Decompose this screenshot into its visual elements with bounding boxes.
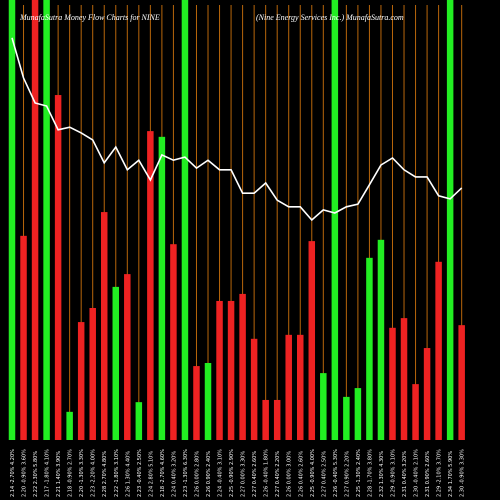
x-tick-label: 2.26 0.00% 3.00% [287,451,293,497]
bar [43,0,50,440]
bar [158,136,166,440]
x-tick-label: 2.18 -0.90% 2.70% [68,449,74,497]
x-tick-label: 2.28 -1.70% 3.80% [367,449,373,497]
x-tick-label: 2.27 0.00% 3.30% [241,451,247,497]
bar [412,384,419,440]
x-tick-label: 2.31 0.90% 2.60% [425,451,431,497]
chart-subtitle: (Nine Energy Services Inc.) MunafaSutra.… [256,13,404,22]
x-tick-label: 2.26 -0.40% 1.80% [264,449,270,497]
x-tick-label: 2.27 0.40% 2.50% [321,451,327,497]
x-tick-label: 2.22 -1.80% 3.10% [114,449,120,497]
x-tick-label: 2.24 2.80% 5.10% [148,451,154,497]
bar [170,244,177,440]
bar [227,300,235,440]
x-tick-label: 2.26 0.90% 2.40% [206,451,212,497]
bars [8,0,465,440]
bar [435,261,442,440]
x-tick-label: 2.17 -1.80% 4.10% [45,449,51,497]
bar [331,0,339,440]
x-tick-label: 2.31 0.40% 3.20% [402,451,408,497]
x-tick-label: 2.14 -2.70% 4.20% [10,449,16,497]
x-tick-label: 2.20 -1.30% 3.30% [79,449,85,497]
money-flow-line [11,37,463,222]
bar [100,212,108,440]
bar [31,0,39,440]
bar [308,241,316,440]
bar [389,327,396,440]
bar [112,286,120,440]
bar [54,95,62,440]
bar [400,318,408,440]
x-tick-label: 2.24 0.40% 3.20% [171,451,177,497]
bar [89,308,96,440]
bar [147,131,154,440]
x-tick-label: 2.29 -0.90% 3.10% [390,449,396,497]
bar [8,0,16,440]
x-tick-label: 2.28 2.70% 4.80% [102,451,108,497]
bar [262,399,269,440]
x-tick-label: 2.27 0.40% 2.20% [275,451,281,497]
bar [458,325,465,440]
x-tick-label: 2.22 2.30% 5.80% [33,451,39,497]
bar [285,334,292,440]
x-tick-label: 2.29 -2.10% 3.70% [437,449,443,497]
x-tick-label: 2.20 -0.90% 3.60% [22,449,28,497]
bar [366,257,373,440]
bar [250,338,258,440]
bar [239,293,246,440]
x-tick-label: 2.30 -0.40% 2.10% [414,449,420,497]
bar [20,235,27,440]
x-tick-label: 2.23 -1.30% 6.30% [183,449,189,497]
bar [193,366,200,440]
x-tick-label: 2.27 0.40% 2.60% [252,451,258,497]
bar [377,239,385,440]
x-tick-label: 2.21 1.40% 3.90% [56,451,62,497]
x-tick-label: 2.26 0.00% 2.80% [194,451,200,497]
bar [181,0,189,440]
x-tick-label: 2.23 -0.40% 2.50% [137,449,143,497]
bar [273,399,281,440]
x-tick-label: 2.24 -0.40% 3.10% [218,449,224,497]
bar [446,0,454,440]
bar [320,373,327,440]
bar [135,402,143,440]
x-tick-label: 2.25 -0.90% 4.00% [310,449,316,497]
x-tick-label: 2.32 1.30% 4.30% [379,451,385,497]
x-tick-label: 2.25 -1.30% 2.40% [356,449,362,497]
bar [343,396,350,440]
x-tick-label: 2.18 -2.70% 4.60% [160,449,166,497]
chart-title: MunafaSutra Money Flow Charts for NINE [19,13,160,22]
x-tick-label: 2.27 0.90% 2.20% [344,451,350,497]
bar [124,274,131,440]
x-tick-label: 2.34 1.70% 5.90% [448,451,454,497]
bar [204,363,212,440]
x-tick-label: 2.30 -0.90% 3.30% [460,449,466,497]
x-tick-label: 2.25 -0.90% 2.90% [229,449,235,497]
x-tick-label: 2.23 -2.20% 4.00% [91,449,97,497]
lines [11,37,463,222]
bar [297,334,304,440]
bar [423,348,431,440]
bar [77,322,85,440]
x-tick-label: 2.26 1.30% 4.40% [125,451,131,497]
bar [66,411,73,440]
labels: 2.14 -2.70% 4.20% 2.20 -0.90% 3.60% 2.22 2… [10,449,466,497]
bar [354,388,362,440]
x-tick-label: 2.26 0.40% 2.60% [298,451,304,497]
x-tick-label: 2.26 -0.40% 5.30% [333,449,339,497]
bar [216,300,223,440]
